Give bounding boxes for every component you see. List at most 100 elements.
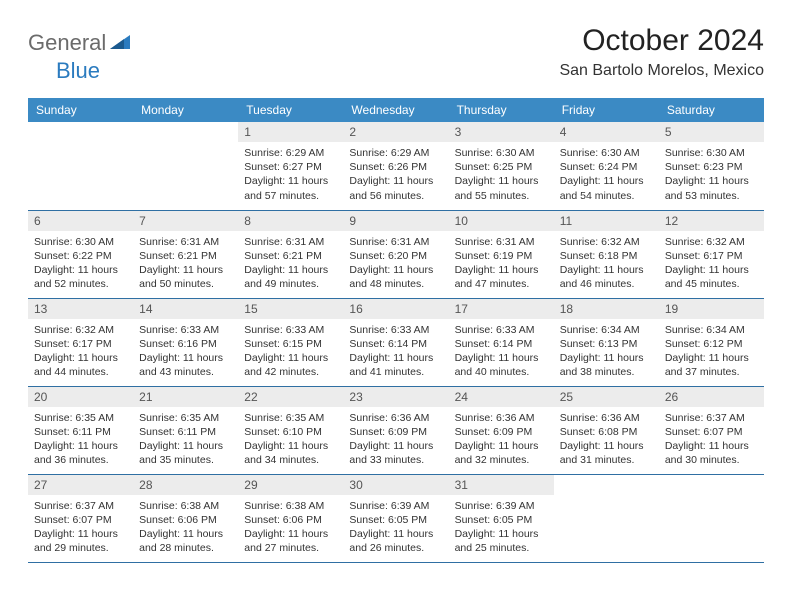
sunset-text: Sunset: 6:26 PM bbox=[349, 160, 442, 174]
daylight-text: Daylight: 11 hours and 35 minutes. bbox=[139, 439, 232, 467]
daylight-text: Daylight: 11 hours and 42 minutes. bbox=[244, 351, 337, 379]
daylight-text: Daylight: 11 hours and 28 minutes. bbox=[139, 527, 232, 555]
sunset-text: Sunset: 6:25 PM bbox=[455, 160, 548, 174]
sunset-text: Sunset: 6:21 PM bbox=[139, 249, 232, 263]
calendar-day: 8Sunrise: 6:31 AMSunset: 6:21 PMDaylight… bbox=[238, 210, 343, 298]
daylight-text: Daylight: 11 hours and 56 minutes. bbox=[349, 174, 442, 202]
calendar-empty bbox=[659, 474, 764, 562]
calendar-day: 10Sunrise: 6:31 AMSunset: 6:19 PMDayligh… bbox=[449, 210, 554, 298]
sunset-text: Sunset: 6:14 PM bbox=[349, 337, 442, 351]
sunrise-text: Sunrise: 6:36 AM bbox=[455, 411, 548, 425]
daylight-text: Daylight: 11 hours and 40 minutes. bbox=[455, 351, 548, 379]
day-content: Sunrise: 6:35 AMSunset: 6:10 PMDaylight:… bbox=[238, 407, 343, 472]
day-number: 13 bbox=[28, 299, 133, 319]
calendar-day: 25Sunrise: 6:36 AMSunset: 6:08 PMDayligh… bbox=[554, 386, 659, 474]
calendar-day: 28Sunrise: 6:38 AMSunset: 6:06 PMDayligh… bbox=[133, 474, 238, 562]
day-number: 11 bbox=[554, 211, 659, 231]
calendar-day: 27Sunrise: 6:37 AMSunset: 6:07 PMDayligh… bbox=[28, 474, 133, 562]
sunrise-text: Sunrise: 6:39 AM bbox=[349, 499, 442, 513]
calendar-day: 20Sunrise: 6:35 AMSunset: 6:11 PMDayligh… bbox=[28, 386, 133, 474]
day-number: 26 bbox=[659, 387, 764, 407]
calendar-day: 13Sunrise: 6:32 AMSunset: 6:17 PMDayligh… bbox=[28, 298, 133, 386]
sunrise-text: Sunrise: 6:35 AM bbox=[34, 411, 127, 425]
weekday-header: Sunday bbox=[28, 98, 133, 122]
calendar-row: 1Sunrise: 6:29 AMSunset: 6:27 PMDaylight… bbox=[28, 122, 764, 210]
day-number: 4 bbox=[554, 122, 659, 142]
calendar-day: 5Sunrise: 6:30 AMSunset: 6:23 PMDaylight… bbox=[659, 122, 764, 210]
sunset-text: Sunset: 6:17 PM bbox=[34, 337, 127, 351]
sunset-text: Sunset: 6:06 PM bbox=[139, 513, 232, 527]
day-content: Sunrise: 6:30 AMSunset: 6:25 PMDaylight:… bbox=[449, 142, 554, 207]
sunrise-text: Sunrise: 6:31 AM bbox=[139, 235, 232, 249]
calendar-day: 3Sunrise: 6:30 AMSunset: 6:25 PMDaylight… bbox=[449, 122, 554, 210]
day-content: Sunrise: 6:38 AMSunset: 6:06 PMDaylight:… bbox=[133, 495, 238, 560]
logo-triangle-icon bbox=[110, 33, 130, 54]
calendar-day: 6Sunrise: 6:30 AMSunset: 6:22 PMDaylight… bbox=[28, 210, 133, 298]
daylight-text: Daylight: 11 hours and 36 minutes. bbox=[34, 439, 127, 467]
calendar-day: 18Sunrise: 6:34 AMSunset: 6:13 PMDayligh… bbox=[554, 298, 659, 386]
day-content: Sunrise: 6:32 AMSunset: 6:18 PMDaylight:… bbox=[554, 231, 659, 296]
day-number: 21 bbox=[133, 387, 238, 407]
day-content: Sunrise: 6:36 AMSunset: 6:09 PMDaylight:… bbox=[449, 407, 554, 472]
day-number: 22 bbox=[238, 387, 343, 407]
calendar-row: 13Sunrise: 6:32 AMSunset: 6:17 PMDayligh… bbox=[28, 298, 764, 386]
day-number: 27 bbox=[28, 475, 133, 495]
calendar-day: 14Sunrise: 6:33 AMSunset: 6:16 PMDayligh… bbox=[133, 298, 238, 386]
day-content: Sunrise: 6:36 AMSunset: 6:09 PMDaylight:… bbox=[343, 407, 448, 472]
daylight-text: Daylight: 11 hours and 57 minutes. bbox=[244, 174, 337, 202]
day-number: 17 bbox=[449, 299, 554, 319]
calendar-day: 19Sunrise: 6:34 AMSunset: 6:12 PMDayligh… bbox=[659, 298, 764, 386]
day-content: Sunrise: 6:33 AMSunset: 6:16 PMDaylight:… bbox=[133, 319, 238, 384]
sunrise-text: Sunrise: 6:39 AM bbox=[455, 499, 548, 513]
day-number: 24 bbox=[449, 387, 554, 407]
day-number: 8 bbox=[238, 211, 343, 231]
calendar-table: SundayMondayTuesdayWednesdayThursdayFrid… bbox=[28, 98, 764, 563]
day-number: 7 bbox=[133, 211, 238, 231]
calendar-empty bbox=[133, 122, 238, 210]
day-number: 15 bbox=[238, 299, 343, 319]
daylight-text: Daylight: 11 hours and 30 minutes. bbox=[665, 439, 758, 467]
day-content: Sunrise: 6:31 AMSunset: 6:21 PMDaylight:… bbox=[238, 231, 343, 296]
daylight-text: Daylight: 11 hours and 25 minutes. bbox=[455, 527, 548, 555]
sunrise-text: Sunrise: 6:33 AM bbox=[139, 323, 232, 337]
sunset-text: Sunset: 6:05 PM bbox=[349, 513, 442, 527]
sunrise-text: Sunrise: 6:29 AM bbox=[244, 146, 337, 160]
daylight-text: Daylight: 11 hours and 48 minutes. bbox=[349, 263, 442, 291]
daylight-text: Daylight: 11 hours and 26 minutes. bbox=[349, 527, 442, 555]
day-content: Sunrise: 6:34 AMSunset: 6:12 PMDaylight:… bbox=[659, 319, 764, 384]
day-number: 1 bbox=[238, 122, 343, 142]
day-content: Sunrise: 6:35 AMSunset: 6:11 PMDaylight:… bbox=[133, 407, 238, 472]
day-number: 19 bbox=[659, 299, 764, 319]
daylight-text: Daylight: 11 hours and 33 minutes. bbox=[349, 439, 442, 467]
sunset-text: Sunset: 6:24 PM bbox=[560, 160, 653, 174]
calendar-day: 31Sunrise: 6:39 AMSunset: 6:05 PMDayligh… bbox=[449, 474, 554, 562]
daylight-text: Daylight: 11 hours and 41 minutes. bbox=[349, 351, 442, 379]
daylight-text: Daylight: 11 hours and 37 minutes. bbox=[665, 351, 758, 379]
weekday-header: Tuesday bbox=[238, 98, 343, 122]
daylight-text: Daylight: 11 hours and 27 minutes. bbox=[244, 527, 337, 555]
sunrise-text: Sunrise: 6:38 AM bbox=[244, 499, 337, 513]
sunset-text: Sunset: 6:27 PM bbox=[244, 160, 337, 174]
day-content: Sunrise: 6:31 AMSunset: 6:21 PMDaylight:… bbox=[133, 231, 238, 296]
day-content: Sunrise: 6:29 AMSunset: 6:26 PMDaylight:… bbox=[343, 142, 448, 207]
daylight-text: Daylight: 11 hours and 47 minutes. bbox=[455, 263, 548, 291]
day-content: Sunrise: 6:30 AMSunset: 6:22 PMDaylight:… bbox=[28, 231, 133, 296]
day-content: Sunrise: 6:31 AMSunset: 6:19 PMDaylight:… bbox=[449, 231, 554, 296]
day-number: 25 bbox=[554, 387, 659, 407]
sunrise-text: Sunrise: 6:33 AM bbox=[349, 323, 442, 337]
daylight-text: Daylight: 11 hours and 50 minutes. bbox=[139, 263, 232, 291]
sunset-text: Sunset: 6:14 PM bbox=[455, 337, 548, 351]
day-content: Sunrise: 6:33 AMSunset: 6:14 PMDaylight:… bbox=[343, 319, 448, 384]
month-title: October 2024 bbox=[559, 24, 764, 58]
day-number: 29 bbox=[238, 475, 343, 495]
calendar-day: 23Sunrise: 6:36 AMSunset: 6:09 PMDayligh… bbox=[343, 386, 448, 474]
calendar-day: 22Sunrise: 6:35 AMSunset: 6:10 PMDayligh… bbox=[238, 386, 343, 474]
day-content: Sunrise: 6:31 AMSunset: 6:20 PMDaylight:… bbox=[343, 231, 448, 296]
sunset-text: Sunset: 6:18 PM bbox=[560, 249, 653, 263]
day-number: 2 bbox=[343, 122, 448, 142]
day-content: Sunrise: 6:34 AMSunset: 6:13 PMDaylight:… bbox=[554, 319, 659, 384]
sunrise-text: Sunrise: 6:30 AM bbox=[665, 146, 758, 160]
day-number: 3 bbox=[449, 122, 554, 142]
sunset-text: Sunset: 6:10 PM bbox=[244, 425, 337, 439]
weekday-header: Wednesday bbox=[343, 98, 448, 122]
